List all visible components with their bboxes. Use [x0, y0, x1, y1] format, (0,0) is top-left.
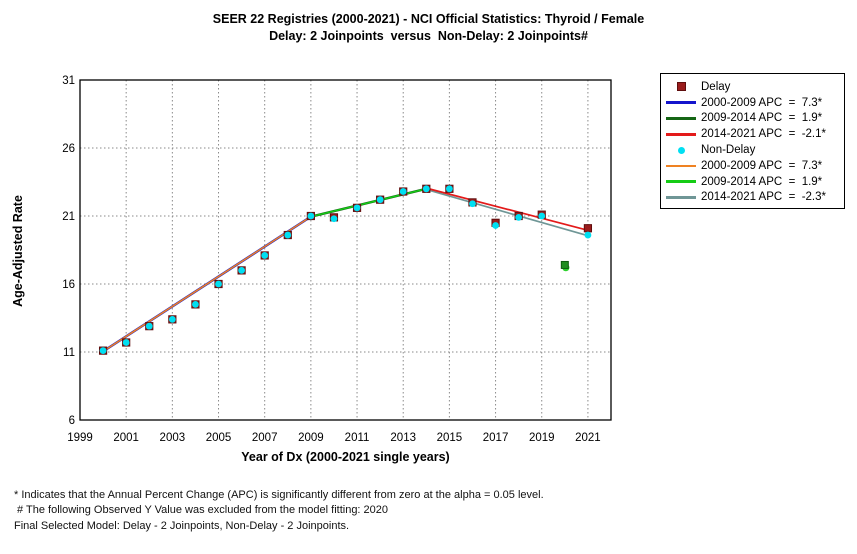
footnote-excluded: # The following Observed Y Value was exc…: [14, 504, 389, 517]
non-delay-marker-2010: [330, 215, 338, 223]
legend-item-label: 2014-2021 APC = -2.3*: [701, 191, 826, 204]
legend-item-label: Delay: [701, 80, 731, 93]
x-tick-label-2007: 2007: [252, 432, 278, 444]
x-tick-label-2003: 2003: [160, 432, 186, 444]
excluded-delay-marker-2020: [560, 260, 569, 269]
non-delay-marker-2005: [215, 280, 222, 288]
non-delay-marker-2019: [538, 212, 546, 220]
fitted-non-delay-2000-2009: [102, 215, 312, 353]
page-title: SEER 22 Registries (2000-2021) - NCI Off…: [212, 12, 645, 26]
y-tick-label-21: 21: [62, 211, 75, 223]
legend-item-7: 2014-2021 APC = -2.3*: [661, 190, 844, 206]
legend-item-label: 2014-2021 APC = -2.1*: [701, 128, 826, 141]
y-tick-label-26: 26: [62, 143, 75, 155]
x-tick-label-2009: 2009: [298, 432, 324, 444]
legend-item-label: Non-Delay: [701, 144, 756, 157]
non-delay-marker-2018: [515, 213, 523, 221]
x-axis-title: Year of Dx (2000-2021 single years): [241, 450, 450, 464]
legend-item-label: 2000-2009 APC = 7.3*: [701, 159, 823, 172]
footnote-alpha: * Indicates that the Annual Percent Chan…: [14, 489, 544, 501]
legend-line-swatch: [661, 164, 701, 168]
x-tick-label-2001: 2001: [113, 432, 139, 444]
non-delay-marker-2004: [192, 301, 199, 308]
footnotes: * Indicates that the Annual Percent Chan…: [14, 488, 544, 534]
legend-line-swatch: [661, 101, 701, 104]
legend-line-swatch: [661, 132, 701, 136]
non-delay-marker-2015: [445, 185, 453, 193]
legend-item-6: 2009-2014 APC = 1.9*: [661, 174, 844, 190]
x-tick-label-2019: 2019: [529, 432, 555, 444]
non-delay-marker-2017: [492, 222, 499, 229]
non-delay-marker-2006: [238, 267, 246, 274]
y-tick-label-31: 31: [62, 75, 75, 87]
legend-rows: Delay 2000-2009 APC = 7.3* 2009-2014 APC =…: [661, 79, 844, 205]
legend-line-swatch: [661, 196, 701, 199]
x-tick-label-2017: 2017: [483, 432, 509, 444]
fitted-non-delay-2014-2021: [425, 188, 589, 237]
legend-item-1: 2000-2009 APC = 7.3*: [661, 95, 844, 111]
non-delay-marker-2007: [261, 252, 269, 259]
legend-item-5: 2000-2009 APC = 7.3*: [661, 158, 844, 174]
legend-item-label: 2009-2014 APC = 1.9*: [701, 112, 823, 125]
non-delay-marker-2001: [122, 339, 130, 346]
non-delay-marker-2021: [584, 231, 592, 239]
non-delay-marker-2013: [399, 188, 407, 195]
y-axis-title: Age-Adjusted Rate: [11, 195, 25, 307]
legend-square-icon: [661, 82, 701, 92]
x-tick-label-2013: 2013: [390, 432, 416, 444]
non-delay-marker-2011: [353, 204, 361, 212]
legend: Delay 2000-2009 APC = 7.3* 2009-2014 APC =…: [660, 73, 845, 209]
non-delay-marker-2000: [99, 347, 107, 355]
footnote-model: Final Selected Model: Delay - 2 Joinpoin…: [14, 519, 350, 532]
y-tick-label-16: 16: [62, 279, 75, 291]
x-tick-label-1999: 1999: [67, 432, 93, 444]
delay-marker-2021: [583, 224, 593, 233]
legend-line-swatch: [661, 180, 701, 183]
x-tick-label-2021: 2021: [575, 432, 601, 444]
legend-item-label: 2000-2009 APC = 7.3*: [701, 96, 823, 109]
x-tick-label-2015: 2015: [437, 432, 463, 444]
plot-border: [79, 79, 612, 421]
x-tick-label-2011: 2011: [345, 432, 370, 444]
x-tick-label-2005: 2005: [206, 432, 232, 444]
legend-line-swatch: [661, 117, 701, 120]
legend-item-2: 2009-2014 APC = 1.9*: [661, 111, 844, 127]
non-delay-marker-2012: [376, 196, 384, 204]
fitted-non-delay-2009-2014: [310, 188, 428, 218]
y-tick-label-11: 11: [63, 347, 75, 359]
non-delay-marker-2009: [307, 212, 315, 220]
non-delay-marker-2008: [284, 231, 292, 239]
non-delay-marker-2016: [469, 200, 476, 208]
legend-item-4: Non-Delay: [661, 142, 844, 158]
legend-dot-icon: [661, 146, 701, 154]
legend-item-3: 2014-2021 APC = -2.1*: [661, 126, 844, 142]
legend-item-0: Delay: [661, 79, 844, 95]
non-delay-marker-2002: [145, 322, 153, 330]
fitted-delay-2014-2021: [425, 187, 589, 232]
page-subtitle: Delay: 2 Joinpoints versus Non-Delay: 2 …: [269, 29, 588, 43]
non-delay-marker-2014: [422, 185, 430, 193]
y-tick-label-6: 6: [69, 415, 75, 427]
legend-item-label: 2009-2014 APC = 1.9*: [701, 175, 823, 188]
non-delay-marker-2003: [168, 315, 176, 323]
